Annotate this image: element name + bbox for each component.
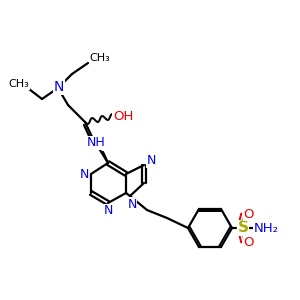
Text: O: O (244, 208, 254, 220)
Text: S: S (238, 220, 248, 236)
Text: CH₃: CH₃ (9, 79, 29, 89)
Text: NH: NH (87, 136, 105, 149)
Text: O: O (244, 236, 254, 248)
Text: N: N (54, 80, 64, 94)
Text: N: N (127, 197, 137, 211)
Text: N: N (79, 167, 89, 181)
Text: OH: OH (113, 110, 133, 122)
Text: N: N (146, 154, 156, 167)
Text: CH₃: CH₃ (90, 53, 110, 63)
Text: N: N (103, 205, 113, 218)
Text: NH₂: NH₂ (254, 221, 278, 235)
